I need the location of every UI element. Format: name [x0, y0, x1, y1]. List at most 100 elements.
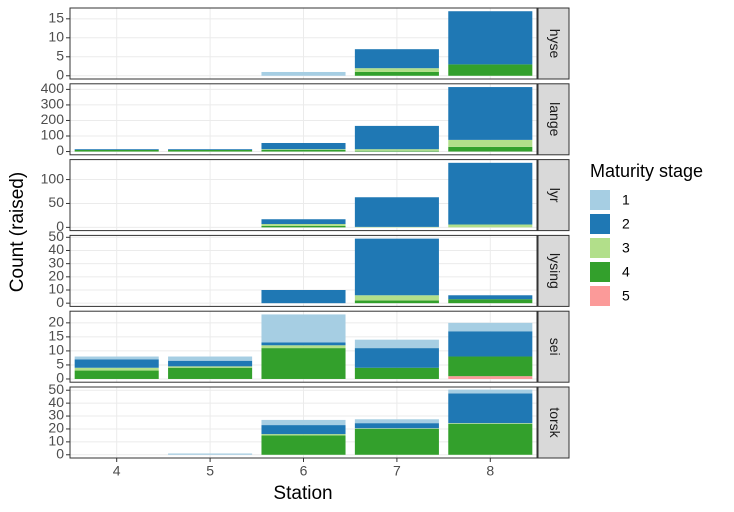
bar-segment [448, 423, 533, 455]
bar-segment [448, 139, 533, 147]
bar-segment [261, 224, 346, 226]
bar-segment [354, 423, 439, 429]
legend-key [590, 262, 610, 282]
y-tick-label: 5 [56, 47, 64, 63]
bar-segment [261, 149, 346, 152]
y-tick-label: 50 [48, 228, 64, 244]
strip [537, 310, 570, 383]
bar-segment [448, 224, 533, 228]
y-tick-label: 50 [48, 194, 64, 210]
bar-segment [448, 331, 533, 357]
y-tick-label: 0 [56, 218, 64, 234]
bar-segment [261, 342, 346, 346]
bar-segment [168, 356, 253, 361]
panel-border [69, 310, 538, 383]
legend-title: Maturity stage [590, 161, 703, 181]
bar-segment [448, 11, 533, 65]
y-tick-label: 10 [48, 281, 64, 297]
y-tick-label: 0 [56, 370, 64, 386]
strip [537, 83, 570, 156]
bar-segment [448, 356, 533, 377]
y-tick-label: 40 [48, 394, 64, 410]
bar-segment [448, 322, 533, 332]
y-tick-label: 40 [48, 241, 64, 257]
bar-segment [74, 370, 159, 379]
strip [537, 234, 570, 307]
bar-segment [448, 376, 533, 379]
bar-segment [261, 425, 346, 435]
bar-segment [261, 290, 346, 304]
y-tick-label: 0 [56, 66, 64, 82]
bar-segment [168, 453, 253, 455]
bar-segment [74, 356, 159, 360]
strip [537, 159, 570, 232]
panel-border [69, 159, 538, 232]
panel-border [69, 234, 538, 307]
bar-segment [448, 423, 533, 424]
bar-segment [261, 419, 346, 426]
bar-segment [354, 339, 439, 349]
panel-border [69, 83, 538, 156]
bar-segment [261, 71, 346, 76]
y-tick-label: 10 [48, 29, 64, 45]
bar-segment [168, 149, 253, 152]
bar-segment [354, 197, 439, 227]
y-tick-label: 400 [41, 80, 65, 96]
bar-segment [448, 146, 533, 152]
y-tick-label: 0 [56, 142, 64, 158]
legend-key [590, 190, 610, 210]
bar-segment [354, 150, 439, 152]
bar-segment [261, 219, 346, 225]
strip-label: torsk [547, 407, 563, 438]
y-tick-label: 0 [56, 445, 64, 461]
bar-segment [354, 367, 439, 379]
bar-segment [261, 345, 346, 349]
legend-label: 1 [622, 192, 630, 208]
bar-segment [448, 393, 533, 424]
bar-segment [261, 434, 346, 436]
legend-key [590, 214, 610, 234]
y-tick-label: 30 [48, 407, 64, 423]
legend-label: 4 [622, 264, 630, 280]
bar-segment [448, 162, 533, 225]
bar-segment [448, 299, 533, 304]
bar-segment [261, 314, 346, 343]
y-tick-label: 10 [48, 342, 64, 358]
y-tick-label: 100 [41, 127, 65, 143]
bar-segment [261, 149, 346, 150]
x-tick-label: 8 [486, 463, 494, 479]
strip-label: sei [547, 338, 563, 356]
bar-segment [261, 225, 346, 228]
strip-label: hyse [547, 29, 563, 59]
bar-segment [354, 71, 439, 76]
legend-label: 2 [622, 216, 630, 232]
bar-segment [354, 428, 439, 455]
x-tick-label: 4 [113, 463, 121, 479]
x-tick-label: 6 [300, 463, 308, 479]
legend-key [590, 238, 610, 258]
bar-segment [74, 367, 159, 371]
strip-label: lange [547, 102, 563, 136]
y-axis-label: Count (raised) [7, 172, 28, 292]
bar-segment [168, 360, 253, 367]
bar-segment [354, 238, 439, 296]
bar-segment [74, 359, 159, 368]
bar-segment [448, 87, 533, 140]
bar-segment [354, 295, 439, 301]
legend-label: 5 [622, 288, 630, 304]
bar-segment [354, 428, 439, 429]
legend-key [590, 286, 610, 306]
bar-segment [74, 149, 159, 152]
bar-segment [168, 149, 253, 150]
bar-segment [74, 149, 159, 150]
y-tick-label: 15 [48, 328, 64, 344]
legend-label: 3 [622, 240, 630, 256]
y-tick-label: 20 [48, 314, 64, 330]
y-tick-label: 20 [48, 268, 64, 284]
y-tick-label: 50 [48, 381, 64, 397]
x-axis-label: Station [273, 483, 332, 504]
bar-segment [261, 348, 346, 379]
x-tick-label: 7 [393, 463, 401, 479]
